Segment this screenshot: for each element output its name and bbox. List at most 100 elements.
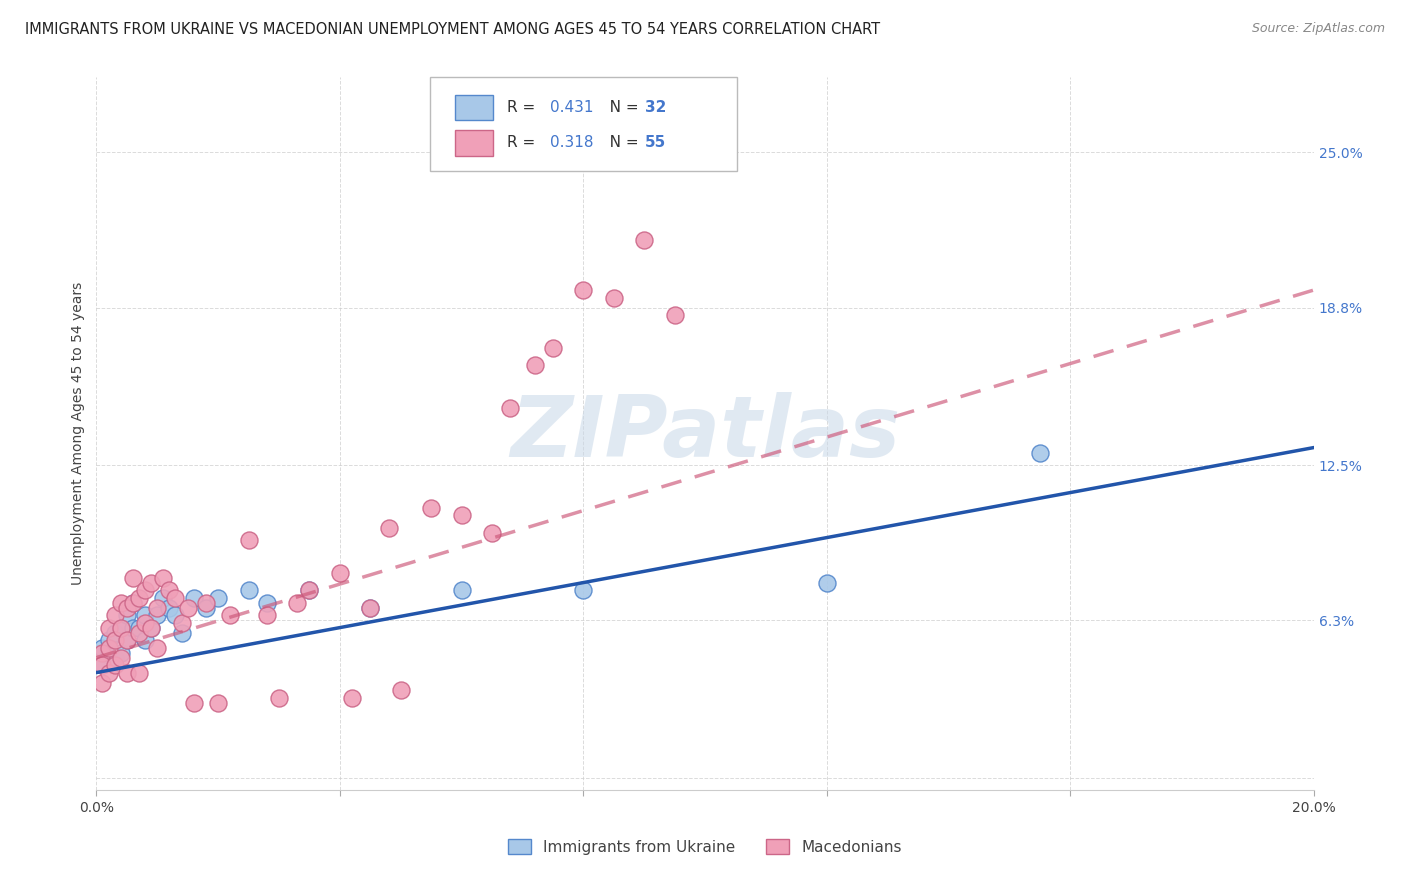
Point (97, 665, 120, 680)
Text: ZIPatlas: ZIPatlas (510, 392, 900, 475)
Point (329, 566, 352, 580)
Point (377, 520, 399, 534)
Point (207, 696, 229, 710)
Text: N =: N = (595, 100, 643, 115)
Point (115, 600, 138, 615)
Point (128, 665, 150, 680)
Point (128, 625, 150, 640)
Point (256, 608, 278, 623)
Point (122, 596, 145, 610)
Point (603, 291, 626, 305)
Y-axis label: Unemployment Among Ages 45 to 54 years: Unemployment Among Ages 45 to 54 years (72, 282, 86, 585)
Text: 0.431: 0.431 (550, 100, 593, 115)
Point (359, 600, 381, 615)
Point (97, 646, 120, 660)
Point (664, 308, 686, 322)
Point (110, 650, 132, 665)
Point (267, 690, 290, 705)
Point (134, 633, 156, 648)
Text: IMMIGRANTS FROM UKRAINE VS MACEDONIAN UNEMPLOYMENT AMONG AGES 45 TO 54 YEARS COR: IMMIGRANTS FROM UKRAINE VS MACEDONIAN UN… (25, 22, 880, 37)
Point (146, 600, 169, 615)
Point (110, 621, 132, 635)
Legend: Immigrants from Ukraine, Macedonians: Immigrants from Ukraine, Macedonians (502, 833, 908, 861)
Point (170, 615, 193, 630)
Point (110, 646, 132, 660)
Point (183, 696, 205, 710)
Point (91, 646, 114, 660)
Point (91, 640, 114, 655)
Text: 32: 32 (645, 100, 666, 115)
Point (170, 625, 193, 640)
Point (91, 658, 114, 673)
Point (165, 591, 187, 605)
Point (219, 608, 242, 623)
Point (389, 683, 412, 698)
Point (134, 608, 156, 623)
Point (298, 583, 321, 598)
Point (110, 596, 132, 610)
Point (91, 675, 114, 690)
Point (157, 600, 180, 615)
Point (91, 658, 114, 673)
Point (165, 608, 187, 623)
Point (110, 621, 132, 635)
Point (176, 600, 198, 615)
Point (104, 633, 127, 648)
Point (499, 401, 522, 415)
Point (128, 621, 150, 635)
Point (238, 583, 260, 598)
Point (115, 665, 138, 680)
Point (146, 640, 169, 655)
Point (238, 533, 260, 547)
Point (122, 621, 145, 635)
Point (128, 591, 150, 605)
Point (122, 571, 145, 585)
Point (1029, 445, 1052, 459)
Point (633, 233, 655, 247)
Point (572, 583, 595, 598)
Point (104, 650, 127, 665)
Point (104, 658, 127, 673)
Point (134, 583, 156, 598)
Point (298, 583, 321, 598)
Point (815, 575, 838, 590)
Text: N =: N = (595, 136, 643, 151)
Point (523, 358, 546, 372)
Point (97, 633, 120, 648)
Point (207, 591, 229, 605)
Point (115, 608, 138, 623)
Point (285, 596, 308, 610)
Text: R =: R = (508, 100, 540, 115)
Point (450, 583, 472, 598)
Point (359, 600, 381, 615)
Point (97, 640, 120, 655)
Text: Source: ZipAtlas.com: Source: ZipAtlas.com (1251, 22, 1385, 36)
Point (104, 625, 127, 640)
Text: 0.318: 0.318 (550, 136, 593, 151)
Point (139, 621, 162, 635)
Point (541, 341, 564, 355)
Point (256, 596, 278, 610)
Point (194, 600, 217, 615)
Point (146, 608, 169, 623)
Point (97, 621, 120, 635)
Point (183, 591, 205, 605)
Point (139, 575, 162, 590)
Text: 55: 55 (645, 136, 666, 151)
Point (152, 591, 174, 605)
Point (194, 596, 217, 610)
Point (152, 571, 174, 585)
Point (115, 633, 138, 648)
Point (157, 583, 180, 598)
Point (134, 615, 156, 630)
Point (122, 596, 145, 610)
Point (340, 690, 363, 705)
Point (420, 500, 443, 515)
Point (104, 608, 127, 623)
Point (115, 633, 138, 648)
Point (139, 621, 162, 635)
Text: R =: R = (508, 136, 540, 151)
Point (450, 508, 472, 522)
Point (481, 525, 503, 540)
Point (572, 283, 595, 297)
